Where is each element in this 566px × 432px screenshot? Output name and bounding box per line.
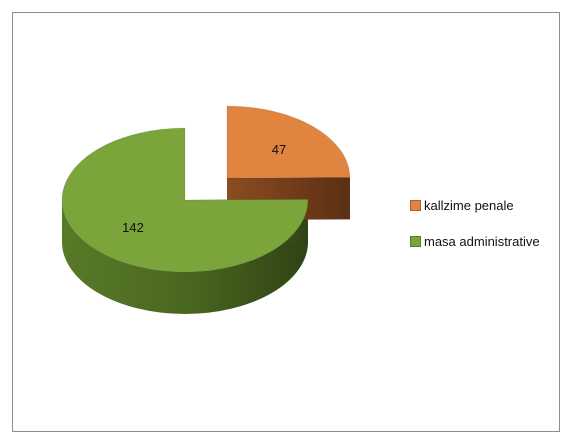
legend-item-kallzime-penale: kallzime penale <box>410 196 540 214</box>
legend: kallzime penale masa administrative <box>410 196 540 268</box>
legend-swatch <box>410 235 421 247</box>
pie-slice-1 <box>61 127 309 273</box>
data-label-1: 142 <box>122 220 144 235</box>
legend-label: kallzime penale <box>424 197 514 213</box>
pie-slice-0 <box>226 105 351 179</box>
data-label-0: 47 <box>272 142 286 157</box>
legend-label: masa administrative <box>424 233 540 249</box>
legend-item-masa-administrative: masa administrative <box>410 232 540 250</box>
legend-swatch <box>410 199 421 211</box>
pie-slice-wall <box>62 200 308 314</box>
